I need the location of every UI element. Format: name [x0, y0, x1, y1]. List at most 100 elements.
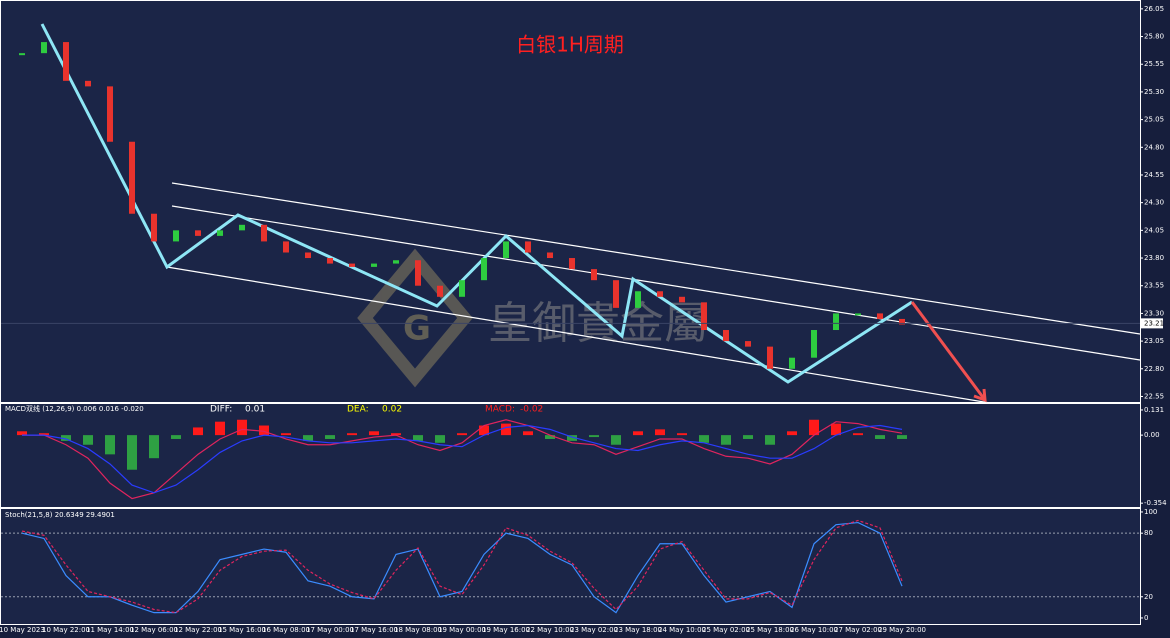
- y-tick-label: 22.80: [1144, 365, 1164, 373]
- y-tick-label: 0.00: [1144, 431, 1160, 439]
- candle: [19, 53, 25, 56]
- candle: [261, 224, 267, 242]
- macd-bar: [875, 435, 885, 439]
- candle: [41, 42, 47, 54]
- candle: [151, 213, 157, 242]
- y-tick-label: -0.354: [1144, 499, 1167, 507]
- y-tick-label: 25.05: [1144, 116, 1164, 124]
- candle: [569, 258, 575, 270]
- y-tick-label: 0.131: [1144, 406, 1164, 414]
- candle: [679, 296, 685, 303]
- macd-bar: [897, 435, 907, 439]
- y-tick-label: 20: [1144, 593, 1153, 601]
- macd-bar: [853, 433, 863, 436]
- macd-bar: [787, 431, 797, 436]
- candle: [393, 260, 399, 264]
- x-tick-label: 26 May 10:00: [790, 626, 838, 634]
- macd-bar: [699, 435, 709, 443]
- macd-bar: [435, 435, 445, 443]
- readout-value: 0.02: [382, 405, 402, 415]
- candle: [459, 280, 465, 297]
- macd-bar: [149, 435, 159, 459]
- forecast-arrow: [910, 301, 987, 403]
- macd-label: MACD双线 (12,26,9) 0.006 0.016 -0.020: [5, 404, 144, 413]
- y-tick-label: 24.55: [1144, 171, 1164, 179]
- candle: [767, 346, 773, 369]
- macd-bar: [171, 435, 181, 439]
- macd-bar: [237, 419, 247, 436]
- macd-bar: [611, 435, 621, 445]
- x-tick-label: 29 May 20:00: [878, 626, 926, 634]
- candle: [855, 313, 861, 316]
- macd-bar: [347, 433, 357, 436]
- x-tick-label: 18 May 08:00: [394, 626, 442, 634]
- macd-panel: [0, 403, 1141, 508]
- macd-bar: [413, 435, 423, 441]
- candle: [723, 330, 729, 342]
- candle: [107, 86, 113, 142]
- y-tick-label: 23.55: [1144, 282, 1164, 290]
- y-tick-label: 26.05: [1144, 5, 1164, 13]
- readout-label: DIFF:: [210, 405, 232, 415]
- macd-bar: [765, 435, 775, 445]
- price-panel: [0, 0, 1141, 403]
- macd-bar: [281, 433, 291, 436]
- x-tick-label: 12 May 22:00: [174, 626, 222, 634]
- macd-bar: [743, 435, 753, 439]
- indicator-line: [21, 521, 903, 614]
- x-tick-label: 12 May 06:00: [130, 626, 178, 634]
- x-tick-label: 22 May 10:00: [526, 626, 574, 634]
- y-tick-label: 0: [1144, 614, 1148, 622]
- x-tick-label: 10 May 22:00: [42, 626, 90, 634]
- candle: [547, 252, 553, 259]
- candle: [591, 269, 597, 281]
- y-tick-label: 24.05: [1144, 226, 1164, 234]
- macd-bar: [501, 423, 511, 436]
- channel-lines: [166, 182, 1141, 404]
- macd-bar: [215, 421, 225, 436]
- candle: [789, 357, 795, 369]
- candle: [481, 258, 487, 281]
- candle: [701, 302, 707, 331]
- y-tick-label: 80: [1144, 529, 1153, 537]
- candle: [657, 291, 663, 297]
- x-tick-label: 19 May 00:00: [438, 626, 486, 634]
- candle: [415, 260, 421, 286]
- macd-bar: [303, 435, 313, 441]
- candle: [371, 263, 377, 267]
- indicator-line: [21, 519, 903, 614]
- macd-bar: [831, 423, 841, 436]
- y-tick-label: 25.55: [1144, 60, 1164, 68]
- macd-bar: [17, 431, 27, 436]
- macd-bar: [193, 427, 203, 436]
- candle: [437, 285, 443, 297]
- x-tick-label: 27 May 02:00: [834, 626, 882, 634]
- x-tick-label: 17 May 16:00: [350, 626, 398, 634]
- macd-bar: [105, 435, 115, 455]
- macd-bar: [83, 435, 93, 445]
- candle: [129, 141, 135, 214]
- candle: [327, 258, 333, 264]
- last-price-label: 23.21: [1144, 319, 1164, 327]
- candle: [349, 263, 355, 267]
- stoch-label: Stoch(21,5,8) 20.6349 29.4901: [5, 511, 115, 519]
- x-tick-label: 25 May 02:00: [702, 626, 750, 634]
- macd-bar: [589, 435, 599, 438]
- logo-letter: G: [403, 309, 431, 349]
- macd-bar: [655, 429, 665, 436]
- macd-bar: [633, 431, 643, 436]
- candle: [503, 241, 509, 259]
- trend-arrows: [40, 23, 913, 384]
- x-tick-label: 16 May 08:00: [262, 626, 310, 634]
- macd-bar: [259, 425, 269, 436]
- candle: [525, 241, 531, 253]
- candle: [195, 230, 201, 236]
- candle: [877, 313, 883, 319]
- x-tick-label: 23 May 18:00: [614, 626, 662, 634]
- candle: [811, 330, 817, 358]
- macd-bar: [39, 433, 49, 436]
- candle: [173, 230, 179, 242]
- y-tick-label: 23.05: [1144, 337, 1164, 345]
- macd-bar: [567, 435, 577, 441]
